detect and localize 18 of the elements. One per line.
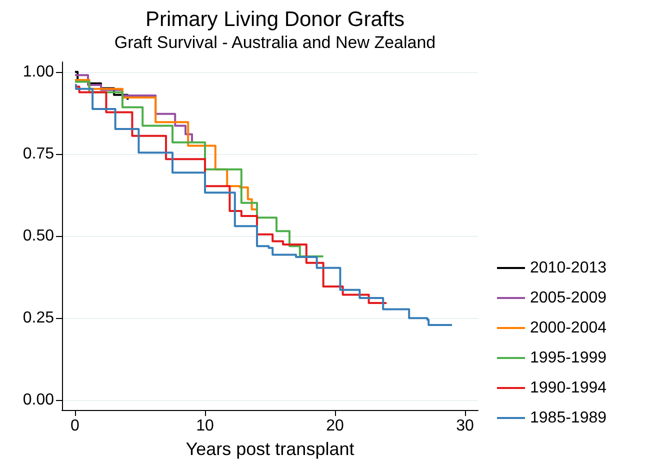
legend-label: 1985-1989 (530, 410, 607, 426)
chart-title: Primary Living Donor Grafts (145, 8, 405, 31)
x-tick-label: 0 (70, 418, 80, 434)
x-tick-label: 20 (326, 418, 344, 434)
legend-label: 2010-2013 (530, 260, 607, 276)
y-tick-label: 0.50 (22, 228, 54, 244)
y-tick-label: 0.25 (22, 310, 54, 327)
legend-label: 1995-1999 (530, 350, 607, 366)
y-tick-label: 0.75 (22, 145, 54, 162)
legend-label: 2000-2004 (530, 320, 607, 336)
y-tick-label: 1.00 (22, 63, 54, 80)
x-axis-title: Years post transplant (186, 439, 354, 459)
legend-label: 2005-2009 (530, 290, 607, 306)
x-tick-label: 30 (456, 418, 474, 434)
y-tick-label: 0.00 (22, 392, 54, 409)
x-tick-label: 10 (196, 418, 214, 434)
legend-label: 1990-1994 (530, 380, 607, 396)
chart-subtitle: Graft Survival - Australia and New Zealand (114, 33, 436, 52)
